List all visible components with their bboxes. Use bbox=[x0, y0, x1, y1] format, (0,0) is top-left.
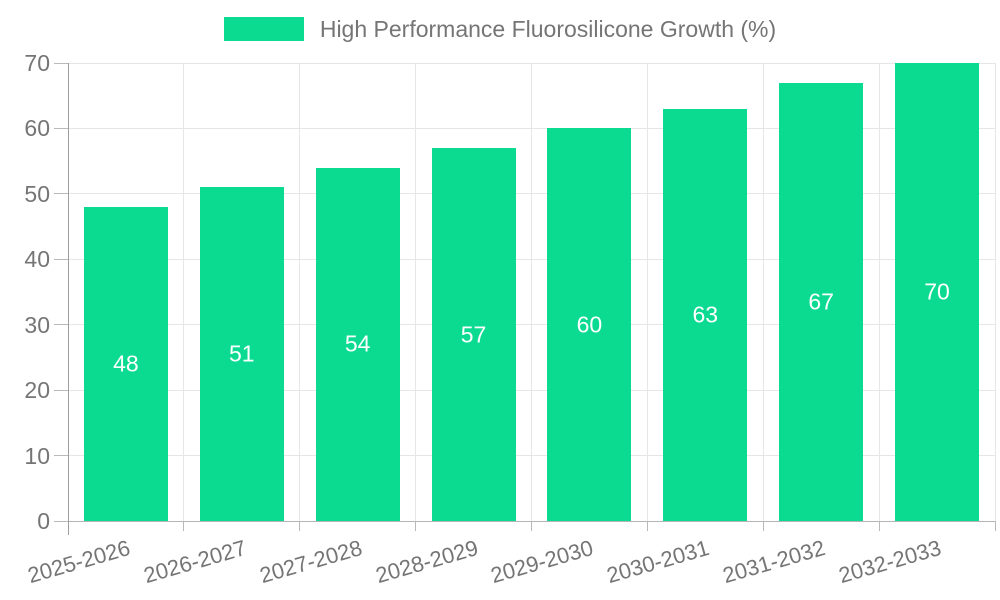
y-axis-tick bbox=[54, 324, 68, 326]
y-axis-tick-label: 50 bbox=[24, 180, 50, 207]
y-axis-tick-label: 70 bbox=[24, 50, 50, 76]
x-axis-tick bbox=[646, 521, 648, 531]
y-axis-tick bbox=[54, 520, 68, 522]
x-axis-tick bbox=[762, 521, 764, 531]
y-axis-tick bbox=[54, 455, 68, 457]
y-axis-tick bbox=[54, 62, 68, 64]
bar-value-label: 70 bbox=[924, 278, 950, 305]
bar-value-label: 57 bbox=[460, 321, 487, 348]
plot-area: 48 51 54 57 60 63 67 70 bbox=[54, 62, 996, 535]
bar[interactable]: 48 bbox=[83, 206, 168, 521]
bar[interactable]: 57 bbox=[431, 148, 516, 521]
y-axis-line bbox=[68, 63, 69, 535]
bar[interactable]: 51 bbox=[199, 187, 284, 521]
gridline-vertical bbox=[183, 63, 185, 521]
x-axis-tick bbox=[878, 521, 880, 531]
x-axis-tick bbox=[415, 521, 417, 531]
y-axis-tick-label: 30 bbox=[24, 311, 50, 338]
gridline-vertical bbox=[762, 63, 764, 521]
gridline-vertical bbox=[415, 63, 417, 521]
legend-swatch bbox=[223, 17, 304, 41]
y-axis-tick-label: 10 bbox=[24, 442, 50, 469]
bar[interactable]: 70 bbox=[895, 63, 980, 521]
bar-value-label: 60 bbox=[576, 311, 603, 338]
bar-value-label: 67 bbox=[808, 288, 834, 315]
x-axis-tick bbox=[299, 521, 301, 531]
y-axis-tick bbox=[54, 258, 68, 260]
bar-value-label: 54 bbox=[344, 330, 371, 357]
bar-value-label: 48 bbox=[113, 350, 139, 377]
y-axis-tick-label: 20 bbox=[24, 377, 50, 404]
bar-value-label: 63 bbox=[692, 301, 719, 328]
y-axis-tick-label: 60 bbox=[24, 115, 50, 142]
gridline-horizontal bbox=[68, 62, 995, 64]
chart-legend[interactable]: High Performance Fluorosilicone Growth (… bbox=[0, 14, 1000, 44]
y-axis-tick bbox=[54, 127, 68, 129]
gridline-vertical bbox=[878, 63, 880, 521]
y-axis-tick-label: 40 bbox=[24, 246, 50, 273]
y-axis-tick bbox=[54, 389, 68, 391]
gridline-vertical bbox=[299, 63, 301, 521]
bar[interactable]: 67 bbox=[779, 82, 864, 521]
x-axis-tick bbox=[183, 521, 185, 531]
y-axis-tick bbox=[54, 193, 68, 195]
x-axis-tick bbox=[994, 521, 996, 531]
bar-value-label: 51 bbox=[229, 340, 255, 367]
bar[interactable]: 63 bbox=[663, 108, 748, 521]
x-axis-tick bbox=[531, 521, 532, 531]
legend-label: High Performance Fluorosilicone Growth (… bbox=[319, 15, 777, 42]
bar[interactable]: 54 bbox=[315, 167, 400, 521]
x-axis-tick bbox=[67, 521, 69, 535]
gridline-vertical bbox=[531, 63, 532, 521]
y-axis-tick-label: 0 bbox=[37, 508, 50, 534]
gridline-vertical bbox=[646, 63, 648, 521]
bar[interactable]: 60 bbox=[547, 128, 632, 521]
gridline-vertical bbox=[994, 63, 996, 521]
